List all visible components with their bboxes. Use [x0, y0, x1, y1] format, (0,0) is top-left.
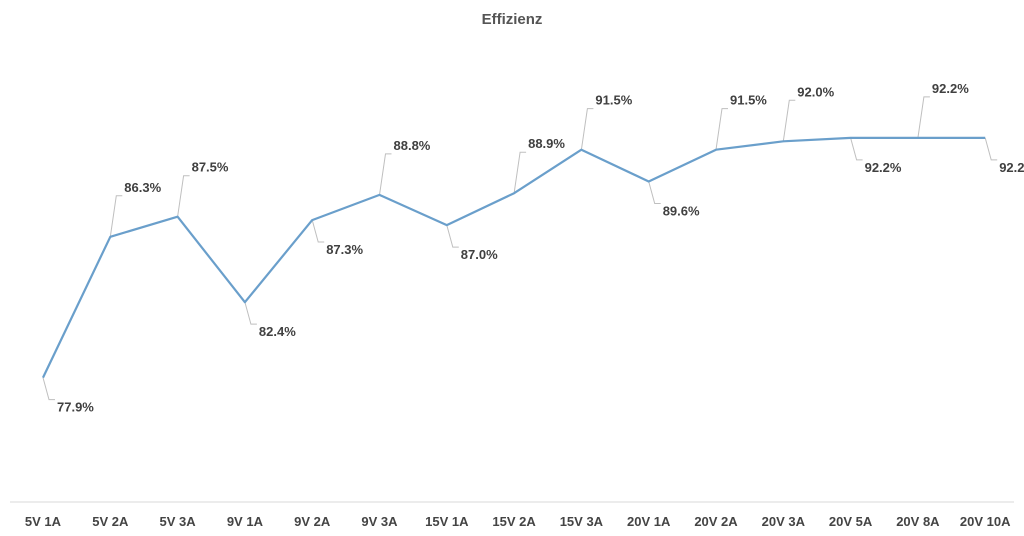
- x-tick-label: 20V 3A: [762, 514, 806, 529]
- data-label: 82.4%: [259, 324, 296, 339]
- x-tick-label: 15V 1A: [425, 514, 469, 529]
- data-label: 91.5%: [730, 93, 767, 108]
- data-label: 92.2%: [865, 160, 902, 175]
- data-label: 87.3%: [326, 242, 363, 257]
- data-label-leader: [580, 108, 594, 150]
- leader-lines: [42, 96, 998, 401]
- data-label: 92.0%: [797, 84, 834, 99]
- x-tick-label: 9V 3A: [361, 514, 398, 529]
- data-label-leader: [177, 175, 190, 217]
- data-label-leader: [648, 181, 661, 205]
- data-label: 88.9%: [528, 136, 565, 151]
- data-label-leader: [244, 302, 257, 325]
- data-label-leader: [446, 224, 459, 248]
- data-label-leader: [984, 137, 998, 161]
- data-label-leader: [42, 377, 55, 401]
- data-label-leader: [850, 137, 863, 161]
- x-axis-tick-labels: 5V 1A 5V 2A 5V 3A 9V 1A 9V 2A 9V 3A 15V 1A 15V …: [25, 514, 1011, 529]
- data-label-leader: [715, 108, 728, 150]
- data-label: 87.5%: [192, 160, 229, 175]
- data-label: 91.5%: [595, 93, 632, 108]
- data-label: 88.8%: [394, 138, 431, 153]
- data-label-leader: [782, 99, 796, 142]
- chart-title: Effizienz: [482, 11, 543, 28]
- data-label: 92.2%: [932, 81, 969, 96]
- x-tick-label: 9V 1A: [227, 514, 264, 529]
- data-label-leader: [109, 195, 123, 237]
- x-tick-label: 15V 3A: [560, 514, 604, 529]
- x-tick-label: 5V 3A: [160, 514, 197, 529]
- x-tick-label: 20V 2A: [694, 514, 738, 529]
- x-tick-label: 20V 8A: [896, 514, 940, 529]
- data-label-leader: [513, 151, 527, 194]
- x-tick-label: 5V 1A: [25, 514, 62, 529]
- data-label: 87.0%: [461, 247, 498, 262]
- x-tick-label: 20V 1A: [627, 514, 671, 529]
- data-label-leader: [311, 219, 325, 243]
- data-label-leader: [379, 153, 392, 195]
- data-label: 92.2%: [999, 160, 1024, 175]
- x-tick-label: 9V 2A: [294, 514, 331, 529]
- data-label: 86.3%: [124, 180, 161, 195]
- x-tick-label: 20V 5A: [829, 514, 873, 529]
- data-label: 77.9%: [57, 400, 94, 415]
- data-label-leader: [917, 96, 930, 139]
- data-labels: 77.9% 86.3% 87.5% 82.4% 87.3% 88.8% 87.0% 88.9%…: [57, 81, 1024, 415]
- x-tick-label: 5V 2A: [92, 514, 129, 529]
- x-tick-label: 15V 2A: [492, 514, 536, 529]
- data-label: 89.6%: [663, 204, 700, 219]
- x-tick-label: 20V 10A: [960, 514, 1011, 529]
- series-line: [42, 136, 986, 379]
